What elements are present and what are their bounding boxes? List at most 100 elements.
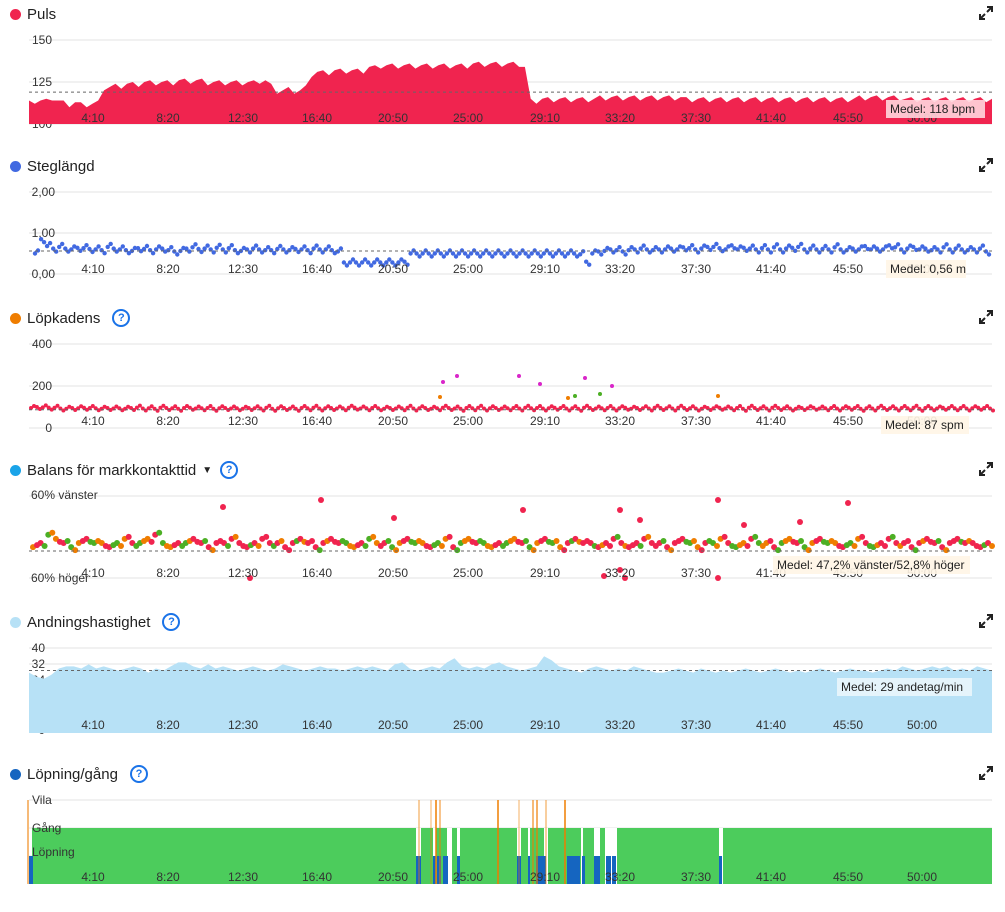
stride-point xyxy=(432,251,437,256)
run-bar xyxy=(457,856,460,884)
stride-point xyxy=(487,251,492,256)
y-tick-label: 0,00 xyxy=(32,267,56,281)
stride-point xyxy=(311,246,316,251)
stride-point xyxy=(369,263,374,268)
cadence-point xyxy=(649,408,654,413)
balance-point xyxy=(316,547,323,554)
stride-point xyxy=(608,247,613,252)
expand-icon[interactable] xyxy=(979,614,993,628)
expand-icon[interactable] xyxy=(979,310,993,324)
stride-point xyxy=(202,246,207,251)
stride-point xyxy=(308,251,313,256)
cadence-point xyxy=(558,406,563,410)
stride-point xyxy=(144,243,150,249)
cadence-point xyxy=(902,404,907,408)
stride-point xyxy=(293,246,298,252)
balance-point xyxy=(744,543,751,549)
cadence-point xyxy=(705,406,710,410)
balance-point xyxy=(614,533,621,540)
run-walk-chart[interactable]: Vila Gång Löpning 4:10 8:20 12:30 16:40 20:50 25… xyxy=(0,760,1005,899)
cadence-point xyxy=(352,405,357,410)
stride-point xyxy=(774,242,780,247)
balance-point xyxy=(370,533,377,540)
stride-point xyxy=(384,260,389,265)
cadence-point xyxy=(749,403,754,408)
cadence-point xyxy=(623,405,628,410)
cadence-point xyxy=(326,404,331,409)
stride-point xyxy=(505,251,510,256)
stride-point xyxy=(429,254,434,259)
x-tick-label: 20:50 xyxy=(378,111,408,125)
cadence-point xyxy=(552,405,557,410)
balance-point xyxy=(72,547,79,554)
stride-point xyxy=(347,260,353,265)
cadence-point xyxy=(946,406,951,410)
cadence-chart[interactable]: 400 200 0 4:10 8:20 12:30 16:40 20:50 25:00 29:10… xyxy=(0,304,1005,456)
help-icon[interactable]: ? xyxy=(220,461,239,479)
cadence-point xyxy=(205,406,210,410)
stride-point xyxy=(344,263,350,268)
cadence-point xyxy=(823,406,828,411)
balance-point xyxy=(691,538,697,544)
stride-point xyxy=(714,241,719,247)
expand-icon[interactable] xyxy=(979,6,993,20)
x-tick-label: 16:40 xyxy=(302,414,332,428)
y-tick-label: 40 xyxy=(32,641,46,655)
stride-length-chart[interactable]: 2,00 1,00 0,00 4:10 8:20 12:30 16:40 20:50 25:00… xyxy=(0,152,1005,304)
cadence-point xyxy=(511,406,516,410)
stride-point xyxy=(783,246,789,251)
balance-point xyxy=(156,529,163,536)
expand-icon[interactable] xyxy=(979,158,993,172)
cadence-point xyxy=(299,406,304,410)
stride-point xyxy=(156,244,162,249)
balance-point xyxy=(125,533,132,540)
stride-point xyxy=(895,242,901,247)
cadence-point xyxy=(661,408,666,412)
balance-point xyxy=(698,547,705,554)
cadence-point xyxy=(158,405,163,410)
cadence-point xyxy=(43,403,48,408)
cadence-outlier-point xyxy=(455,374,459,378)
x-tick-label: 41:40 xyxy=(756,718,786,732)
cadence-point xyxy=(514,404,519,408)
balance-outlier-point xyxy=(622,575,628,581)
balance-point xyxy=(859,533,866,540)
help-icon[interactable]: ? xyxy=(162,613,181,631)
stride-point xyxy=(51,246,56,251)
cadence-point xyxy=(529,406,534,411)
heart-rate-chart[interactable]: 1501251004:108:2012:3016:4020:5025:0029:… xyxy=(0,0,1005,152)
help-icon[interactable]: ? xyxy=(112,309,131,327)
x-tick-label: 37:30 xyxy=(681,111,711,125)
cadence-panel: Löpkadens ? 400 200 0 4:10 8:20 12:30 16:40 20:… xyxy=(0,304,1005,456)
cadence-point xyxy=(958,406,963,410)
stride-point xyxy=(435,248,440,253)
cadence-point xyxy=(446,406,451,410)
cadence-point xyxy=(46,405,51,410)
respiration-chart[interactable]: 40322416804:108:2012:3016:4020:5025:0029… xyxy=(0,608,1005,760)
stride-point xyxy=(208,247,213,252)
cadence-point xyxy=(187,405,192,410)
x-tick-label: 37:30 xyxy=(681,870,711,884)
cadence-point xyxy=(476,405,481,410)
stride-point xyxy=(256,247,262,252)
balance-point xyxy=(553,538,560,544)
stride-point xyxy=(523,251,528,256)
expand-icon[interactable] xyxy=(979,766,993,780)
stride-point xyxy=(874,246,880,251)
stride-point xyxy=(223,250,228,255)
stride-point xyxy=(69,247,74,252)
stride-point xyxy=(747,246,752,251)
cadence-point xyxy=(114,404,119,409)
chevron-down-icon[interactable]: ▼ xyxy=(202,464,213,476)
help-icon[interactable]: ? xyxy=(129,765,148,783)
balance-point xyxy=(64,538,71,544)
stride-point xyxy=(862,243,868,249)
expand-icon[interactable] xyxy=(979,462,993,476)
stride-point xyxy=(102,251,107,256)
cadence-point xyxy=(505,406,510,411)
stride-point xyxy=(478,254,483,259)
run-walk-title: Löpning/gång xyxy=(27,765,118,783)
balance-point xyxy=(255,543,262,549)
balance-point xyxy=(263,533,270,540)
